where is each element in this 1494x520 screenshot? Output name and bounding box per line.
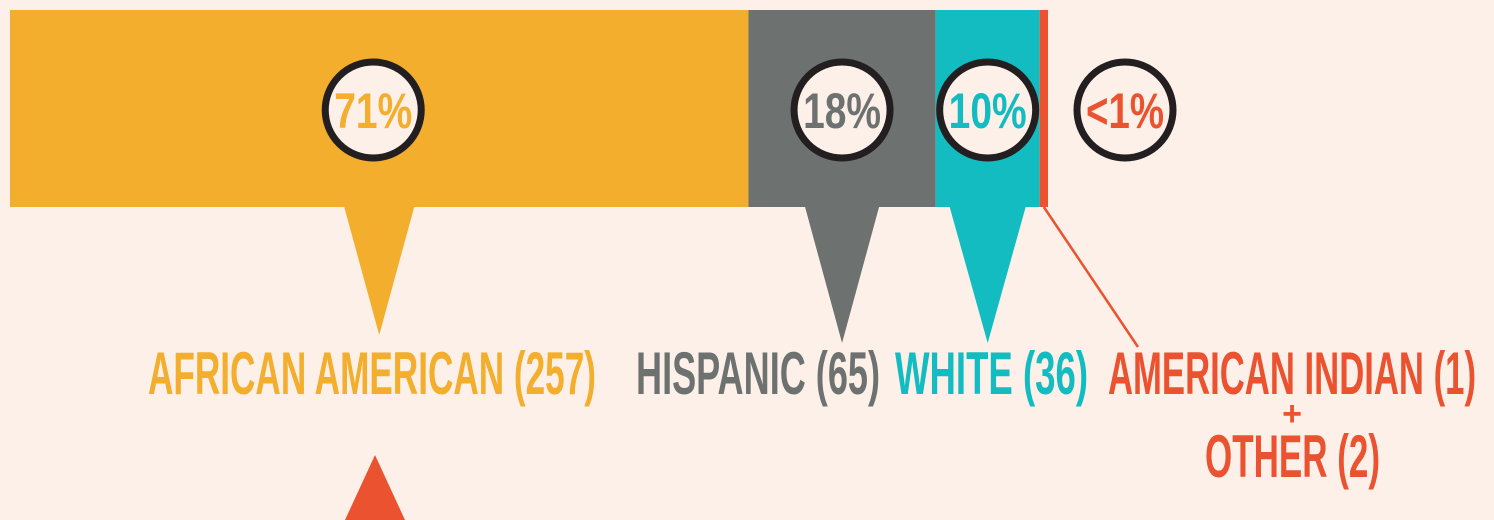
percent-label: 71% [334, 83, 412, 139]
pointer-line [1042, 206, 1140, 348]
pointer [344, 207, 415, 335]
percent-badge [1073, 58, 1177, 162]
percent-badge [321, 58, 425, 162]
percent-badge [936, 58, 1040, 162]
annotation: + [1282, 395, 1302, 433]
percent-badge [790, 58, 894, 162]
percent-label: 18% [803, 83, 881, 139]
percent-label: 10% [949, 83, 1027, 139]
bar-segment [1039, 10, 1048, 207]
category-label: WHITE (36) [895, 340, 1088, 407]
pointer [949, 207, 1026, 343]
decorative-arrow [345, 455, 405, 520]
category-label: AFRICAN AMERICAN (257) [148, 340, 596, 407]
pointer [805, 207, 880, 343]
category-label: AMERICAN INDIAN (1) [1108, 340, 1476, 407]
percent-label: <1% [1086, 83, 1164, 139]
annotation: OTHER (2) [1205, 423, 1380, 490]
category-label: HISPANIC (65) [636, 340, 880, 407]
